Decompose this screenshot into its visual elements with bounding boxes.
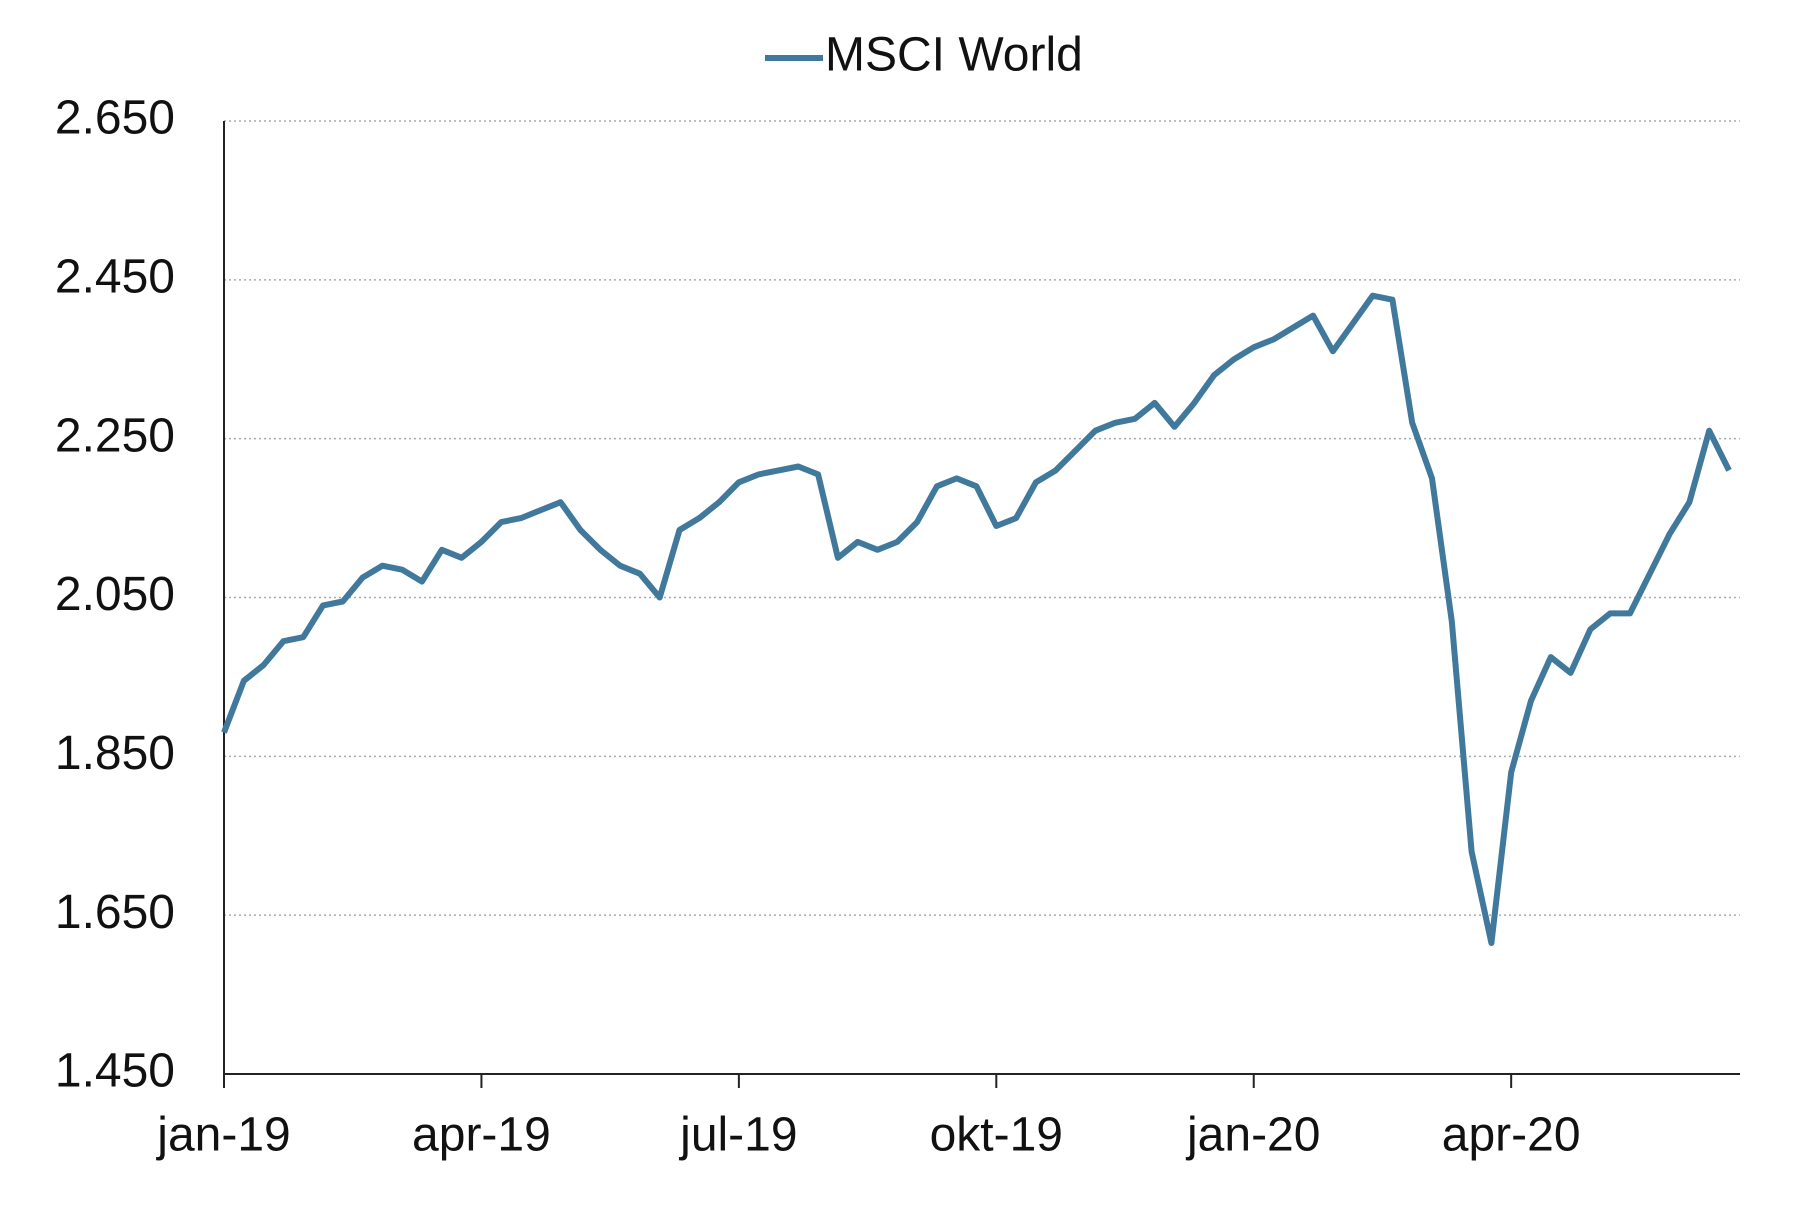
x-tick-label: jan-19 <box>155 1109 290 1162</box>
y-tick-label: 1.850 <box>55 727 175 780</box>
y-tick-label: 1.650 <box>55 886 175 939</box>
y-tick-label: 2.450 <box>55 251 175 304</box>
y-tick-label: 2.650 <box>55 92 175 145</box>
x-tick-label: apr-20 <box>1442 1109 1581 1162</box>
y-tick-label: 1.450 <box>55 1045 175 1098</box>
series-line <box>221 292 1732 946</box>
x-tick-label: okt-19 <box>930 1109 1063 1162</box>
y-tick-label: 2.250 <box>55 409 175 462</box>
legend-label: MSCI World <box>825 29 1083 82</box>
x-tick-label: apr-19 <box>412 1109 551 1162</box>
x-tick-label: jul-19 <box>678 1109 797 1162</box>
y-tick-label: 2.050 <box>55 568 175 621</box>
x-tick-label: jan-20 <box>1185 1109 1320 1162</box>
